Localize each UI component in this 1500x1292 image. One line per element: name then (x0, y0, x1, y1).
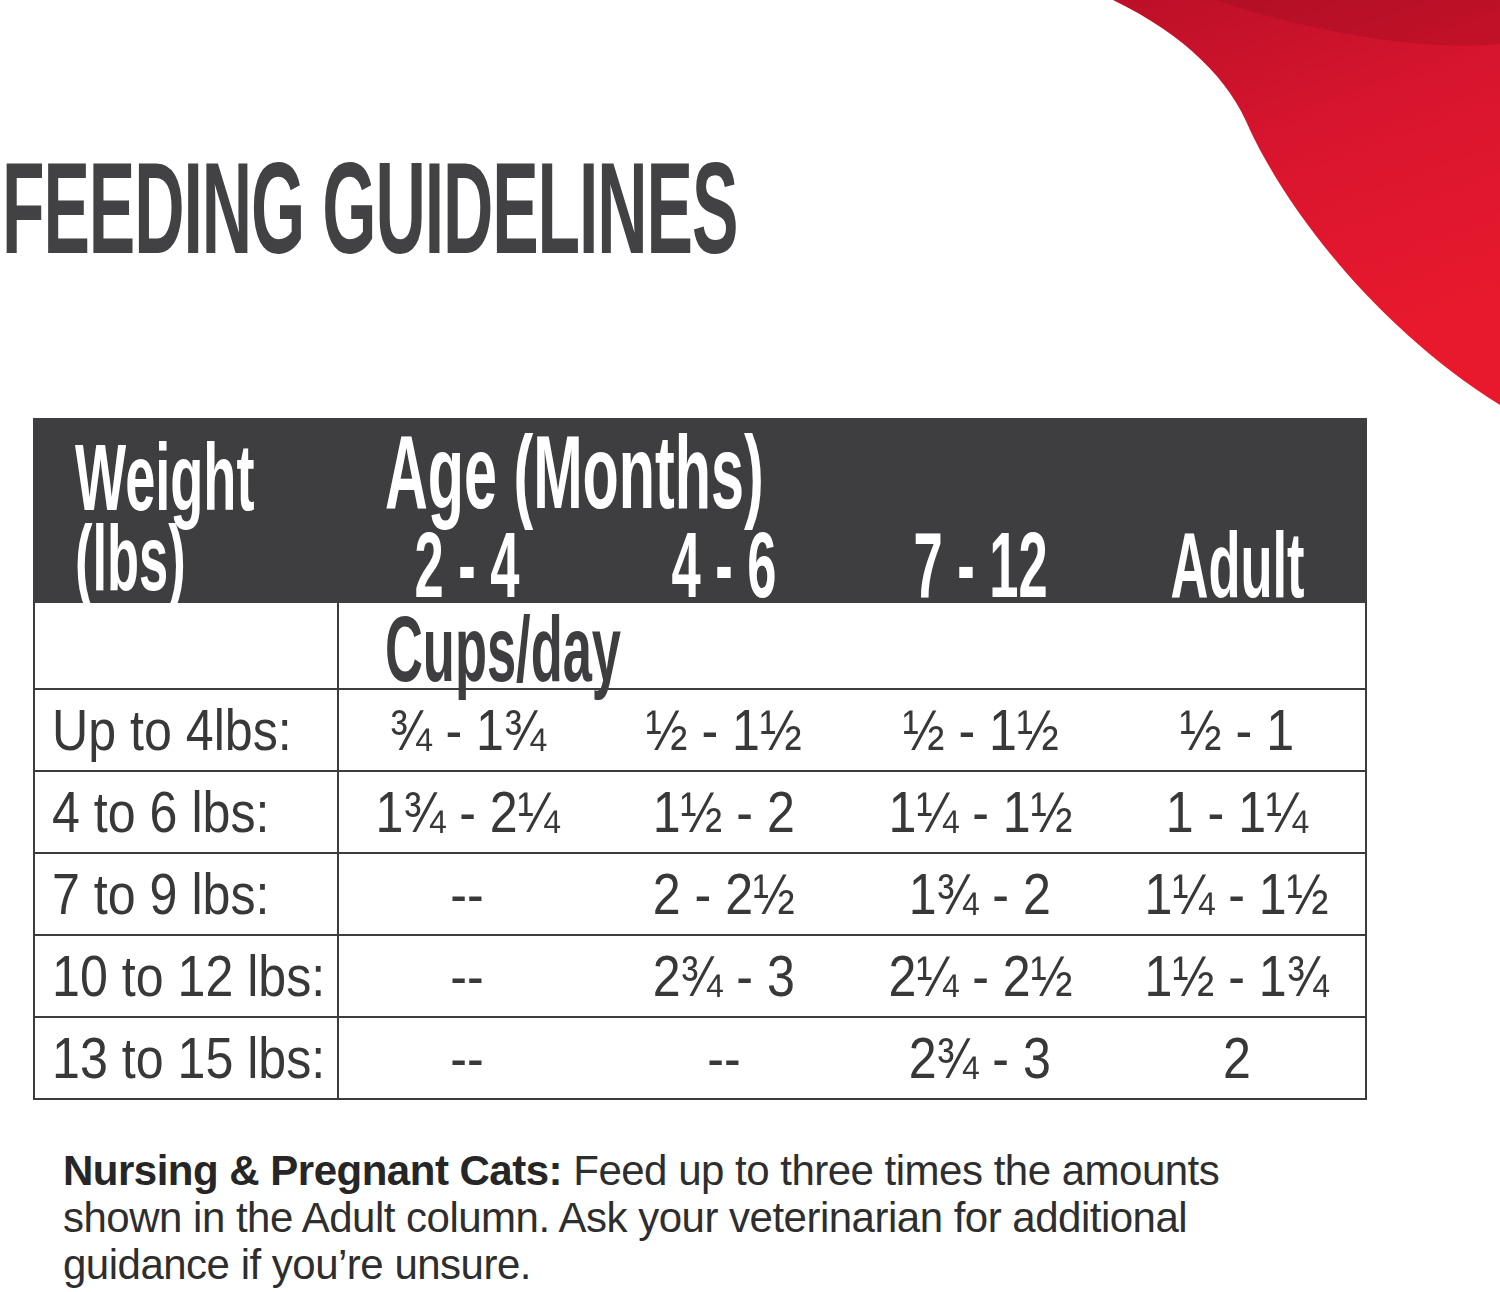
value-cell: 1¼ - 1½ (852, 784, 1109, 841)
weight-cell: 7 to 9 lbs: (35, 854, 339, 934)
value-cell: ¾ - 1¾ (339, 702, 596, 759)
value-cell: -- (596, 1030, 853, 1087)
header-age-adult: Adult (1109, 519, 1366, 611)
value-cell: ½ - 1 (1109, 702, 1366, 759)
value-cell: -- (339, 1030, 596, 1087)
footnote-line: Nursing & Pregnant Cats: Feed up to thre… (63, 1147, 1219, 1194)
value-cell: 2 - 2½ (596, 866, 853, 923)
weight-cell: 10 to 12 lbs: (35, 936, 339, 1016)
units-cell: Cups/day (339, 603, 1365, 695)
table-row: Up to 4lbs: ¾ - 1¾ ½ - 1½ ½ - 1½ ½ - 1 (35, 688, 1365, 770)
page-title-text: FEEDING GUIDELINES (2, 144, 737, 273)
weight-cell: Up to 4lbs: (35, 690, 339, 770)
header-weight-unit: (lbs) (75, 512, 269, 604)
value-cell: 1½ - 2 (596, 784, 853, 841)
table-row: 4 to 6 lbs: 1¾ - 2¼ 1½ - 2 1¼ - 1½ 1 - 1… (35, 770, 1365, 852)
footnote-heading: Nursing & Pregnant Cats: (63, 1147, 562, 1194)
value-cell: 1¾ - 2¼ (339, 784, 596, 841)
feeding-guidelines-label: FEEDING GUIDELINES Weight (lbs) Age (Mon… (0, 0, 1500, 1292)
header-age-4-6: 4 - 6 (596, 519, 853, 611)
table-row: 10 to 12 lbs: -- 2¾ - 3 2¼ - 2½ 1½ - 1¾ (35, 934, 1365, 1016)
page-title: FEEDING GUIDELINES (2, 144, 1364, 273)
weight-cell: 4 to 6 lbs: (35, 772, 339, 852)
value-cell: 2¼ - 2½ (852, 948, 1109, 1005)
value-cell: -- (339, 948, 596, 1005)
weight-cell: 13 to 15 lbs: (35, 1018, 339, 1098)
header-age-months: Age (Months) (385, 420, 1049, 524)
table-body: Cups/day Up to 4lbs: ¾ - 1¾ ½ - 1½ ½ - 1… (33, 603, 1367, 1100)
table-row: 13 to 15 lbs: -- -- 2¾ - 3 2 (35, 1016, 1365, 1098)
table-header: Weight (lbs) Age (Months) 2 - 4 4 - 6 7 … (33, 418, 1367, 603)
feeding-table: Weight (lbs) Age (Months) 2 - 4 4 - 6 7 … (33, 418, 1367, 1100)
value-cell: 1 - 1¼ (1109, 784, 1366, 841)
footnote-line: shown in the Adult column. Ask your vete… (63, 1194, 1219, 1241)
value-cell: 1¼ - 1½ (1109, 866, 1366, 923)
value-cell: 2¾ - 3 (596, 948, 853, 1005)
value-cell: ½ - 1½ (852, 702, 1109, 759)
nursing-pregnant-footnote: Nursing & Pregnant Cats: Feed up to thre… (63, 1147, 1219, 1288)
units-row-empty-cell (35, 603, 339, 695)
value-cell: 2 (1109, 1030, 1366, 1087)
value-cell: -- (339, 866, 596, 923)
units-label: Cups/day (385, 603, 621, 695)
value-cell: ½ - 1½ (596, 702, 853, 759)
value-cell: 1¾ - 2 (852, 866, 1109, 923)
header-age-7-12: 7 - 12 (852, 519, 1109, 611)
value-cell: 2¾ - 3 (852, 1030, 1109, 1087)
value-cell: 1½ - 1¾ (1109, 948, 1366, 1005)
footnote-text: Feed up to three times the amounts (562, 1147, 1219, 1194)
footnote-line: guidance if you’re unsure. (63, 1241, 1219, 1288)
table-row: 7 to 9 lbs: -- 2 - 2½ 1¾ - 2 1¼ - 1½ (35, 852, 1365, 934)
